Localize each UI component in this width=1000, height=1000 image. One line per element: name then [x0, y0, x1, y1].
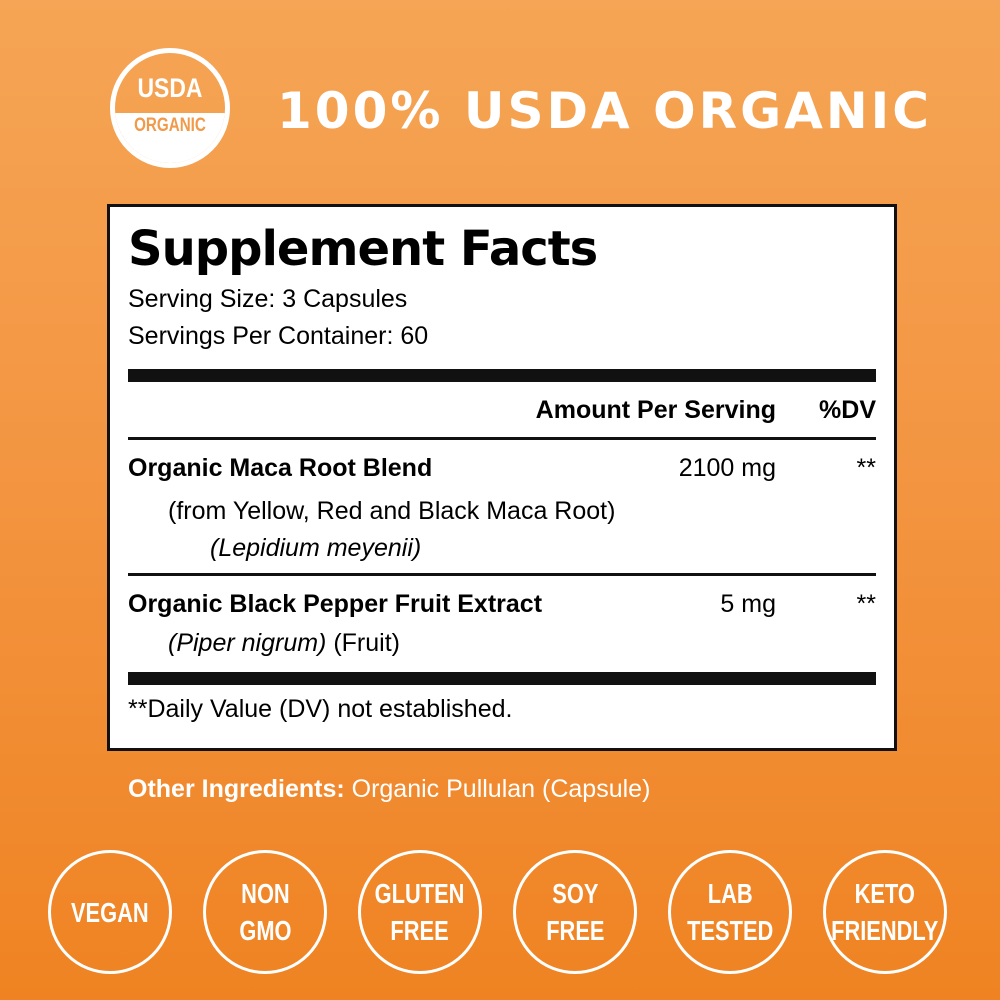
header-amount: Amount Per Serving [535, 396, 776, 424]
usda-organic-seal: USDA ORGANIC [110, 48, 230, 168]
seal-top-text: USDA [137, 73, 203, 103]
other-ingredients-value: Organic Pullulan (Capsule) [344, 775, 651, 803]
divider [128, 573, 876, 576]
panel-title: Supplement Facts [128, 221, 598, 277]
divider-thick [128, 672, 876, 685]
divider-thick [128, 369, 876, 382]
footnote: **Daily Value (DV) not established. [128, 695, 513, 723]
ingredient-amount: 2100 mg [678, 454, 776, 482]
ingredient-source: (from Yellow, Red and Black Maca Root) [168, 497, 616, 525]
header-dv: %DV [819, 396, 876, 424]
seal-bottom-text: ORGANIC [134, 115, 206, 136]
ingredient-amount: 5 mg [720, 590, 776, 618]
headline: 100% USDA ORGANIC [277, 82, 932, 140]
ingredient-name: Organic Maca Root Blend [128, 454, 433, 482]
badge-label: NON GMO [238, 878, 292, 946]
ingredient-latin: (Piper nigrum) [168, 629, 327, 657]
badge-non-gmo: NON GMO [203, 850, 327, 974]
badge-gluten-free: GLUTEN FREE [358, 850, 482, 974]
servings-per-container: Servings Per Container: 60 [128, 322, 429, 350]
table-header: Amount Per Serving %DV [128, 392, 876, 429]
ingredient-part: (Fruit) [326, 629, 400, 657]
divider [128, 437, 876, 440]
badge-lab-tested: LAB TESTED [668, 850, 792, 974]
badge-label: KETO FRIENDLY [831, 878, 939, 946]
other-ingredients-label: Other Ingredients: [128, 775, 345, 803]
badge-label: GLUTEN FREE [375, 878, 465, 946]
badge-label: SOY FREE [545, 878, 605, 946]
serving-size: Serving Size: 3 Capsules [128, 285, 408, 313]
ingredient-row: Organic Maca Root Blend 2100 mg ** [128, 450, 876, 487]
badge-label: VEGAN [71, 896, 149, 928]
ingredient-latin: (Lepidium meyenii) [210, 534, 422, 562]
ingredient-dv: ** [856, 590, 876, 618]
ingredient-row: Organic Black Pepper Fruit Extract 5 mg … [128, 586, 876, 623]
badge-vegan: VEGAN [48, 850, 172, 974]
ingredient-dv: ** [856, 454, 876, 482]
badge-keto-friendly: KETO FRIENDLY [823, 850, 947, 974]
badge-soy-free: SOY FREE [513, 850, 637, 974]
badge-label: LAB TESTED [686, 878, 774, 946]
ingredient-name: Organic Black Pepper Fruit Extract [128, 590, 543, 618]
supplement-facts-panel: Supplement Facts Serving Size: 3 Capsule… [107, 204, 897, 751]
other-ingredients: Other Ingredients: Organic Pullulan (Cap… [128, 775, 650, 804]
